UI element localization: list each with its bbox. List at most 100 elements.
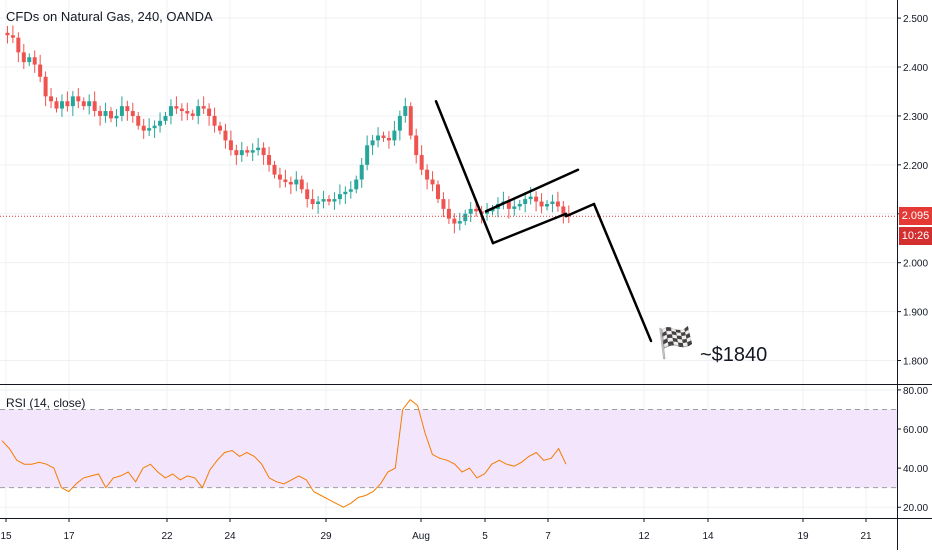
candle-body xyxy=(463,213,468,222)
candle-body xyxy=(452,218,457,224)
candle-body xyxy=(267,155,272,165)
candle-body xyxy=(381,135,386,138)
time-tick-label: 7 xyxy=(545,531,551,542)
candle-body xyxy=(76,96,81,102)
candle-body xyxy=(174,106,179,109)
time-tick-label: 22 xyxy=(161,531,173,542)
candle-body xyxy=(272,164,277,175)
candle-body xyxy=(207,108,212,116)
candle-body xyxy=(245,150,250,153)
candle-body xyxy=(555,201,560,207)
candle-body xyxy=(376,135,381,141)
candle-body xyxy=(196,106,201,116)
candle-body xyxy=(332,199,337,202)
candle-body xyxy=(403,106,408,116)
candle-body xyxy=(348,189,353,192)
time-tick-label: Aug xyxy=(412,531,430,542)
candle-body xyxy=(419,155,424,170)
price-tick-label: 2.300 xyxy=(903,112,928,123)
candle-body xyxy=(414,135,419,156)
candle-body xyxy=(534,196,539,202)
time-tick-label: 15 xyxy=(0,531,12,542)
candle-body xyxy=(370,140,375,146)
candle-body xyxy=(506,201,511,209)
candle-body xyxy=(5,32,10,36)
candle-body xyxy=(54,101,59,109)
candle-body xyxy=(119,106,124,116)
candle-body xyxy=(441,199,446,209)
candle-body xyxy=(109,111,113,119)
time-tick-label: 21 xyxy=(860,531,872,542)
candle-body xyxy=(327,199,331,202)
candle-body xyxy=(528,196,533,200)
candle-body xyxy=(70,96,75,107)
current-price-tag: 2.095 xyxy=(899,207,932,226)
rsi-line xyxy=(1,398,567,508)
price-tick-label: 2.400 xyxy=(903,63,928,74)
time-tick-label: 12 xyxy=(638,531,650,542)
candle-body xyxy=(561,206,566,214)
candle-body xyxy=(239,150,244,156)
price-tick-label: 1.800 xyxy=(903,357,928,368)
rsi-tick-label: 60.00 xyxy=(903,425,928,436)
candle-body xyxy=(485,211,490,214)
candle-body xyxy=(212,115,217,126)
candle-body xyxy=(305,189,310,200)
candle-body xyxy=(386,137,391,141)
trendline xyxy=(434,100,495,245)
candle-body xyxy=(337,194,342,200)
candle-body xyxy=(49,96,54,102)
checkered-flag-icon: 🏁 xyxy=(657,326,695,361)
candle-body xyxy=(517,203,522,207)
target-annotation: ~$1840 xyxy=(700,344,768,366)
candle-body xyxy=(141,125,146,131)
candle-body xyxy=(392,130,397,141)
candle-body xyxy=(130,111,135,116)
candles xyxy=(0,25,897,234)
candle-body xyxy=(354,179,359,190)
candle-body xyxy=(321,199,326,202)
rsi-title: RSI (14, close) xyxy=(6,396,86,410)
candle-body xyxy=(98,111,103,116)
candle-body xyxy=(87,101,92,107)
trendline xyxy=(484,168,580,213)
candle-body xyxy=(179,108,184,112)
price-tick-label: 1.900 xyxy=(903,308,928,319)
candle-body xyxy=(103,111,108,116)
candle-body xyxy=(490,208,495,212)
candle-body xyxy=(136,115,141,126)
candle-body xyxy=(468,208,473,214)
candle-body xyxy=(446,208,451,219)
candle-body xyxy=(359,164,364,180)
rsi-series xyxy=(1,398,567,508)
candle-body xyxy=(163,115,168,121)
rsi-band xyxy=(0,408,897,489)
rsi-tick-label: 40.00 xyxy=(903,464,928,475)
candle-body xyxy=(365,145,370,165)
trendline xyxy=(564,202,596,218)
candle-body xyxy=(65,101,70,107)
candle-body xyxy=(294,179,299,185)
candle-body xyxy=(550,201,555,204)
candle-body xyxy=(185,111,190,114)
price-tick-label: 2.500 xyxy=(903,14,928,25)
candle-body xyxy=(21,52,26,63)
price-tick-label: 2.200 xyxy=(903,161,928,172)
candle-body xyxy=(512,206,517,209)
candle-body xyxy=(168,106,173,116)
candle-body xyxy=(523,199,528,204)
candle-body xyxy=(545,203,549,207)
candle-body xyxy=(190,113,195,116)
time-tick-label: 29 xyxy=(320,531,332,542)
rsi-overbought-oversold-band xyxy=(0,409,897,488)
candle-body xyxy=(152,125,157,129)
candle-body xyxy=(114,115,119,119)
time-tick-label: 19 xyxy=(797,531,809,542)
rsi-tick-label: 20.00 xyxy=(903,503,928,514)
candle-body xyxy=(38,64,43,77)
candle-body xyxy=(283,179,288,182)
time-tick-label: 17 xyxy=(63,531,75,542)
trendline xyxy=(491,212,568,245)
